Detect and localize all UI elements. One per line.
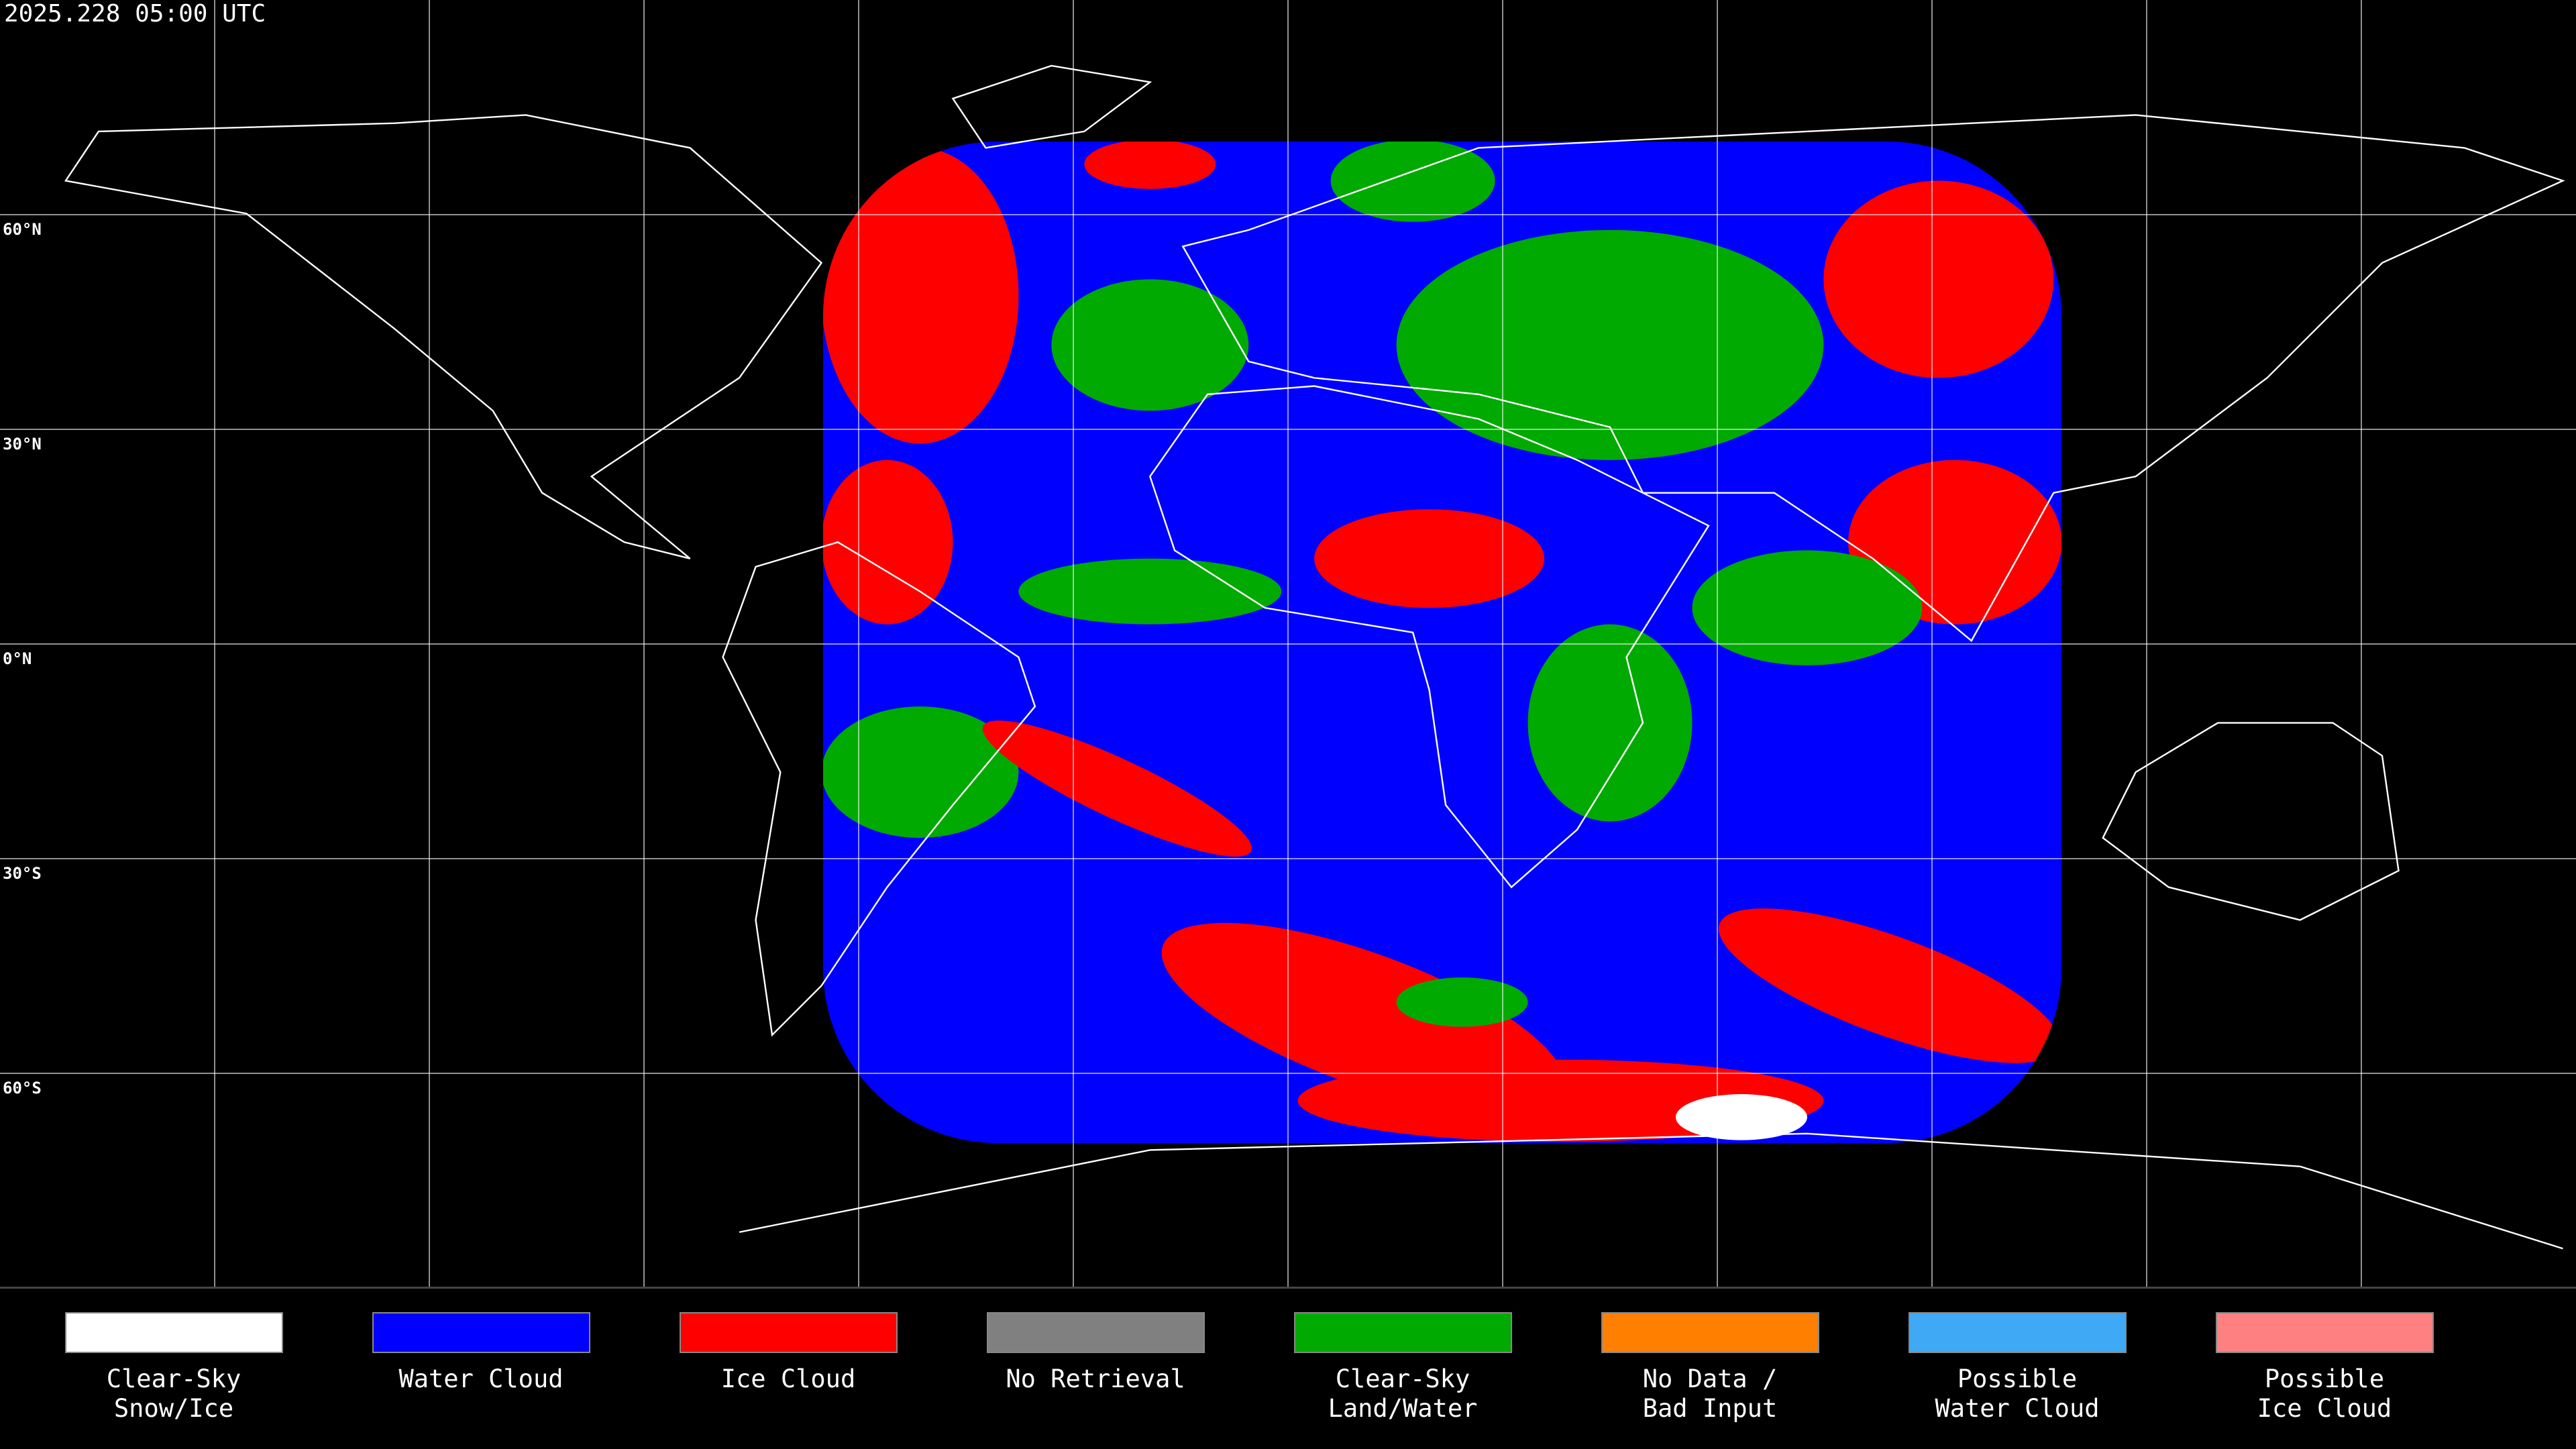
legend-label: Possible xyxy=(1957,1364,2077,1393)
legend-swatch xyxy=(1294,1312,1512,1353)
legend-swatch xyxy=(1601,1312,1819,1353)
legend-swatch xyxy=(372,1312,590,1353)
legend-label: Clear-Sky xyxy=(107,1364,241,1393)
legend-label: Ice Cloud xyxy=(2257,1394,2392,1423)
legend-swatch xyxy=(65,1312,283,1353)
legend-label: No Data / xyxy=(1643,1364,1777,1393)
legend-label: No Retrieval xyxy=(1006,1364,1185,1393)
cloud-patches xyxy=(823,142,2061,1142)
latitude-label: 60°N xyxy=(3,220,42,239)
legend-label: Water Cloud xyxy=(398,1364,563,1393)
graticule xyxy=(0,0,2576,1287)
legend-swatch xyxy=(2216,1312,2434,1353)
latitude-label: 60°S xyxy=(3,1079,42,1097)
legend-label: Land/Water xyxy=(1328,1394,1478,1423)
timestamp: 2025.228 05:00 UTC xyxy=(4,0,266,28)
latitude-label: 0°N xyxy=(3,649,32,668)
latitude-label: 30°S xyxy=(3,864,42,883)
satellite-product xyxy=(823,142,2061,1143)
legend-label: Water Cloud xyxy=(1935,1394,2099,1423)
legend-swatch xyxy=(987,1312,1205,1353)
legend-label: Ice Cloud xyxy=(721,1364,855,1393)
legend-label: Bad Input xyxy=(1643,1394,1777,1423)
legend-swatch xyxy=(1909,1312,2127,1353)
separator xyxy=(0,1287,2576,1289)
coastlines xyxy=(66,66,2563,1248)
legend-label: Possible xyxy=(2265,1364,2384,1393)
legend-label: Snow/Ice xyxy=(114,1394,233,1423)
latitude-label: 30°N xyxy=(3,435,42,453)
legend-label: Clear-Sky xyxy=(1336,1364,1470,1393)
latitude-labels: 60°N 30°N 0°N 30°S 60°S xyxy=(3,220,42,1097)
legend-swatch xyxy=(680,1312,898,1353)
